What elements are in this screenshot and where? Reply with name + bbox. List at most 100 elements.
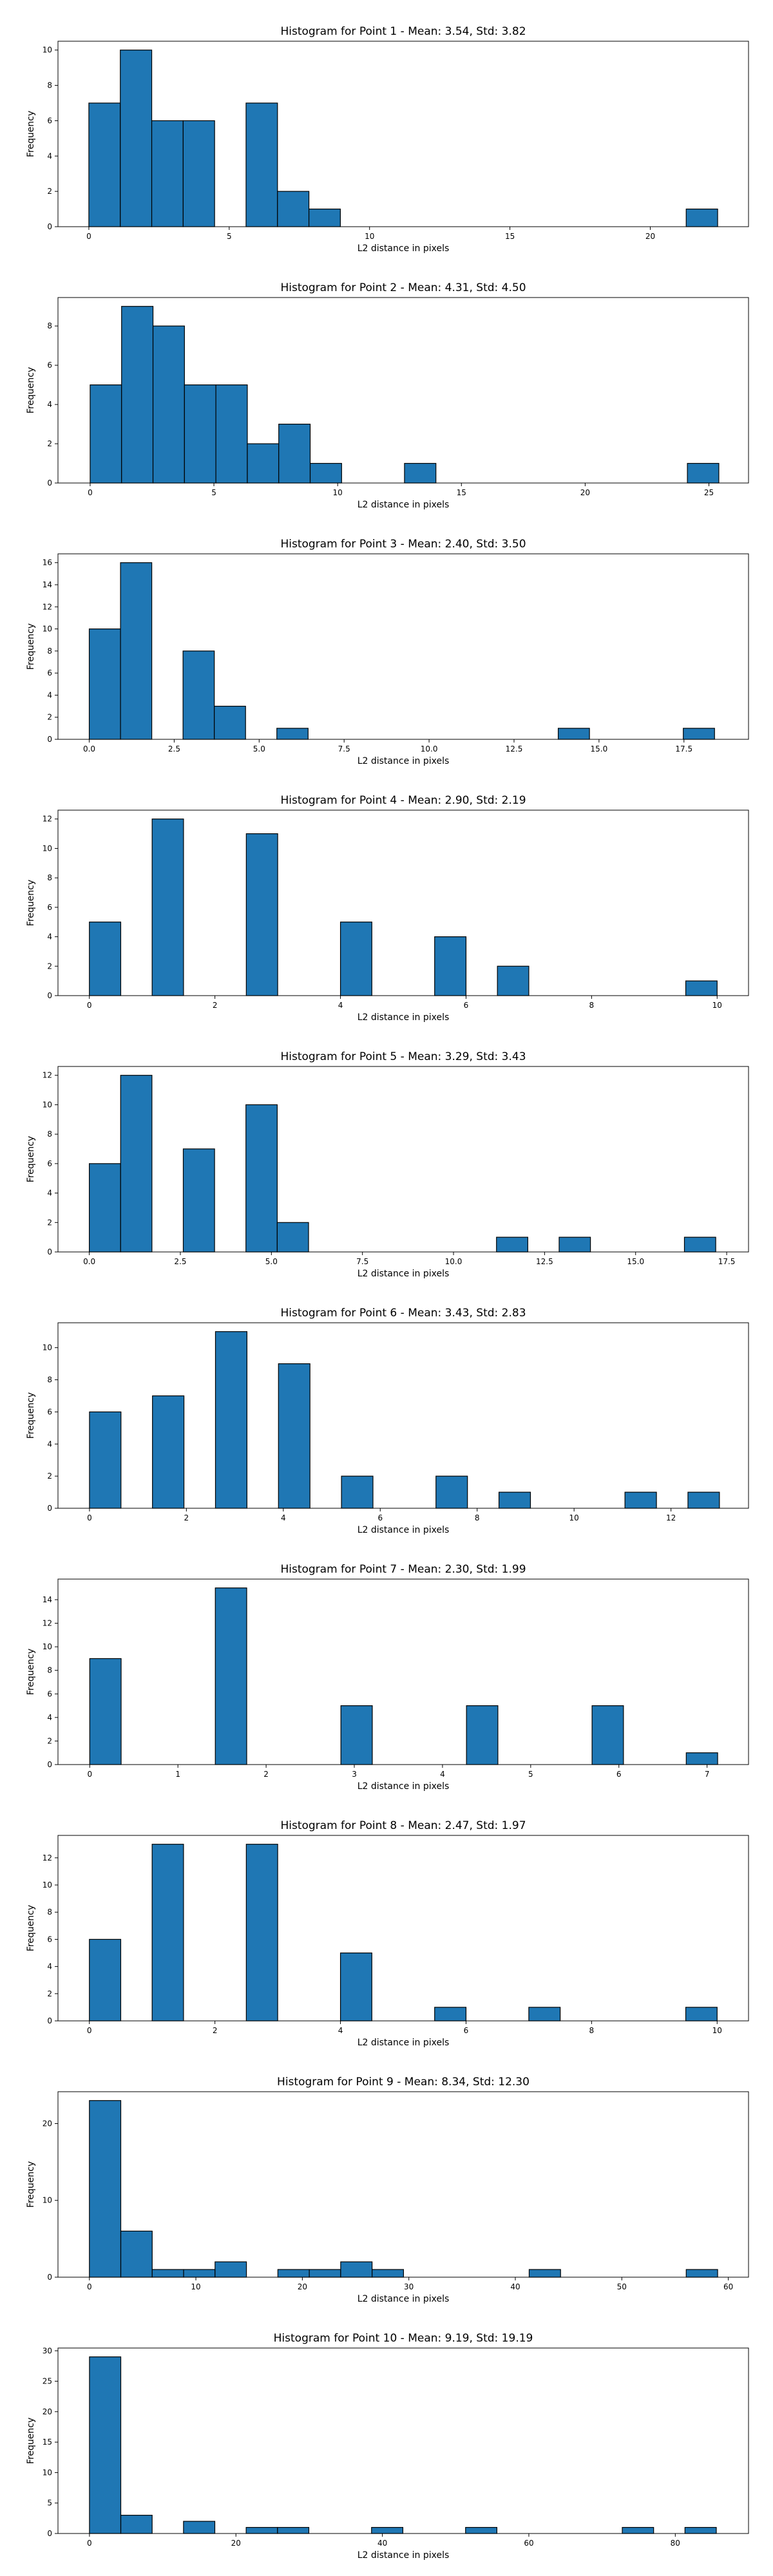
chart-8-y-tick-label: 0: [47, 2016, 52, 2025]
chart-5-bar: [89, 1163, 121, 1253]
chart-2-y-tick-label: 4: [47, 400, 52, 409]
chart-6-x-axis-label: L2 distance in pixels: [358, 1525, 450, 1535]
chart-8-x-tick-label: 0: [87, 2026, 92, 2035]
chart-5-bar: [120, 1075, 153, 1253]
chart-10-bar: [371, 2526, 404, 2534]
chart-6-bar: [687, 1492, 720, 1509]
chart-5-y-tick-label: 12: [43, 1071, 52, 1080]
chart-6-x-tick-label: 12: [666, 1513, 676, 1522]
chart-5-y-tick-label: 0: [47, 1247, 52, 1256]
chart-8-bar: [339, 1952, 372, 2022]
chart-2-y-tick-label: 6: [47, 361, 52, 370]
chart-8-y-tick-label: 8: [47, 1908, 52, 1917]
chart-5-bar: [245, 1104, 278, 1253]
chart-2-x-tick-label: 25: [704, 488, 714, 497]
chart-9-bar: [685, 2269, 718, 2278]
chart-2-x-tick-label: 10: [333, 488, 343, 497]
chart-1-title: Histogram for Point 1 - Mean: 3.54, Std:…: [280, 25, 526, 38]
chart-5-x-tick-label: 2.5: [174, 1257, 186, 1266]
chart-9-x-tick-label: 50: [617, 2282, 627, 2291]
chart-3-x-tick-label: 2.5: [168, 744, 180, 753]
chart-5-x-tick-label: 15.0: [627, 1257, 644, 1266]
chart-1-x-tick-label: 0: [86, 232, 91, 241]
chart-3-y-tick-label: 4: [47, 690, 52, 699]
chart-4-bar: [685, 980, 718, 996]
chart-7-bar: [215, 1587, 247, 1765]
chart-8-x-tick-label: 10: [712, 2026, 722, 2035]
chart-3-y-tick-label: 16: [43, 558, 52, 567]
chart-5-y-axis-label: Frequency: [26, 1136, 36, 1182]
chart-10-x-tick-label: 20: [231, 2539, 241, 2548]
chart-10-bar: [465, 2526, 497, 2534]
chart-3-y-tick-label: 2: [47, 713, 52, 722]
chart-9-x-tick-label: 0: [87, 2282, 92, 2291]
chart-2-y-tick-label: 2: [47, 439, 52, 448]
chart-4-bar: [497, 965, 530, 996]
chart-10-x-tick-label: 60: [524, 2539, 533, 2548]
chart-9-y-axis-label: Frequency: [26, 2161, 36, 2208]
chart-10-y-tick-label: 30: [43, 2346, 52, 2355]
chart-10-y-tick-label: 10: [43, 2468, 52, 2477]
chart-7-bar: [340, 1705, 373, 1765]
chart-8-x-tick-label: 6: [464, 2026, 469, 2035]
chart-5-x-axis-label: L2 distance in pixels: [358, 1269, 450, 1279]
chart-3-y-axis-label: Frequency: [26, 623, 36, 670]
chart-2-bar: [184, 384, 216, 484]
chart-3-x-tick-label: 15.0: [591, 744, 608, 753]
chart-7-y-tick-label: 14: [43, 1595, 52, 1604]
chart-7-x-tick-label: 6: [616, 1770, 622, 1779]
chart-4-y-tick-label: 0: [47, 991, 52, 1000]
chart-9-plot-frame: [57, 2091, 749, 2278]
chart-8-y-axis-label: Frequency: [26, 1905, 36, 1951]
chart-2-bar: [687, 462, 720, 484]
chart-4-y-tick-label: 10: [43, 844, 52, 853]
chart-1-x-tick-label: 5: [227, 232, 232, 241]
chart-4-y-tick-label: 6: [47, 903, 52, 912]
chart-3-bar: [214, 705, 246, 740]
chart-6-y-tick-label: 6: [47, 1407, 52, 1416]
chart-8-bar: [434, 2007, 467, 2022]
chart-6-bar: [89, 1411, 122, 1509]
chart-4-x-tick-label: 6: [464, 1001, 469, 1010]
chart-4-x-tick-label: 2: [213, 1001, 218, 1010]
chart-10-y-tick-label: 15: [43, 2438, 52, 2447]
chart-7-y-tick-label: 6: [47, 1689, 52, 1698]
chart-3-bar: [276, 728, 309, 740]
chart-10-bar: [684, 2526, 717, 2534]
chart-3-bar: [182, 650, 215, 740]
chart-8-title: Histogram for Point 8 - Mean: 2.47, Std:…: [280, 1819, 526, 1832]
chart-3-y-tick-label: 12: [43, 602, 52, 611]
chart-1-bar: [685, 208, 718, 227]
chart-8-y-tick-label: 4: [47, 1962, 52, 1971]
chart-7-y-tick-label: 10: [43, 1642, 52, 1651]
chart-9-bar: [183, 2269, 216, 2278]
chart-5-plot-frame: [57, 1066, 749, 1253]
chart-9-bar: [277, 2269, 310, 2278]
chart-1-y-tick-label: 6: [47, 116, 52, 125]
chart-3-bar: [88, 628, 121, 740]
chart-9-y-tick-label: 20: [43, 2119, 52, 2128]
chart-7-bar: [685, 1752, 718, 1765]
chart-10-title: Histogram for Point 10 - Mean: 9.19, Std…: [274, 2332, 533, 2345]
chart-6-bar: [215, 1331, 247, 1509]
chart-4-y-tick-label: 12: [43, 815, 52, 824]
chart-3-y-tick-label: 6: [47, 668, 52, 677]
chart-5-bar: [558, 1236, 591, 1253]
chart-4-bar: [89, 922, 122, 996]
chart-2-bar: [152, 325, 185, 484]
chart-6-bar: [278, 1363, 310, 1509]
chart-10-y-tick-label: 0: [47, 2529, 52, 2538]
chart-1-y-tick-label: 0: [47, 222, 52, 231]
chart-3-y-tick-label: 10: [43, 625, 52, 634]
chart-2-y-axis-label: Frequency: [26, 367, 36, 413]
chart-6-y-tick-label: 0: [47, 1504, 52, 1513]
chart-5-bar: [683, 1236, 716, 1253]
chart-6-y-tick-label: 4: [47, 1439, 52, 1448]
chart-8-x-axis-label: L2 distance in pixels: [358, 2038, 450, 2048]
chart-3-x-tick-label: 5.0: [253, 744, 265, 753]
chart-8-x-tick-label: 8: [589, 2026, 595, 2035]
chart-3-x-tick-label: 10.0: [421, 744, 438, 753]
chart-6-y-tick-label: 8: [47, 1376, 52, 1385]
chart-7-x-tick-label: 3: [352, 1770, 357, 1779]
chart-10-x-axis-label: L2 distance in pixels: [358, 2550, 450, 2561]
